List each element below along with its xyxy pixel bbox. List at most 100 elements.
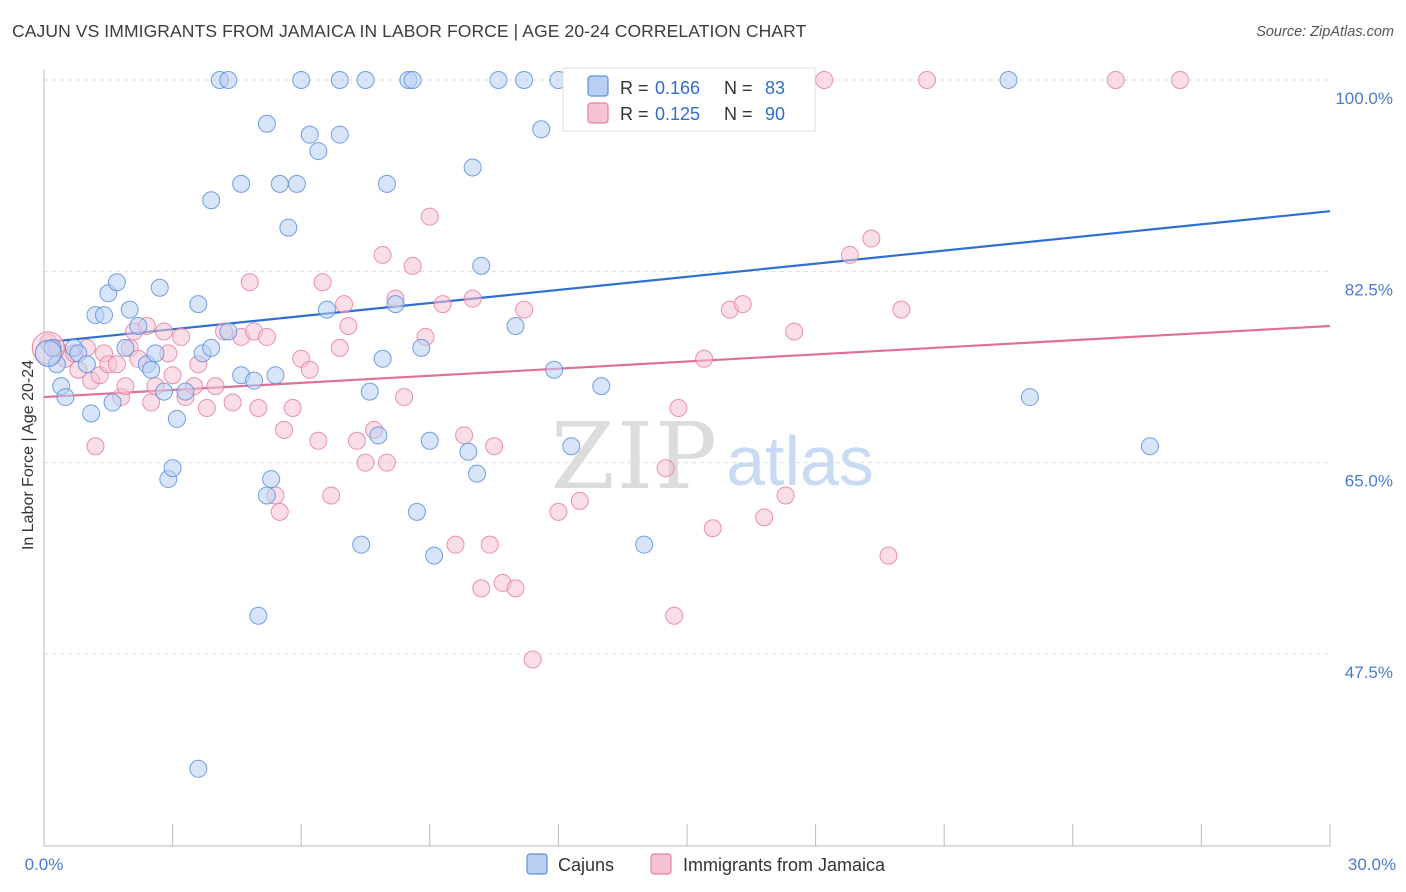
jamaica-point-41	[300, 360, 319, 379]
legend-n-label-1: N =	[724, 78, 753, 98]
cajuns-point-38	[270, 174, 289, 193]
cajuns-point-42	[300, 125, 319, 144]
legend-r-label-2: R =	[620, 104, 649, 124]
cajuns-point-57	[412, 338, 431, 357]
cajuns-point-44	[317, 300, 336, 319]
jamaica-point-84	[862, 229, 881, 248]
jamaica-point-35	[257, 327, 276, 346]
cajuns-point-68	[545, 360, 564, 379]
cajuns-point-49	[360, 382, 379, 401]
cajuns-point-29	[219, 71, 238, 89]
jamaica-point-66	[506, 579, 525, 598]
y-tick-label-3: 100.0%	[1335, 89, 1393, 108]
cajuns-point-21	[163, 459, 182, 478]
cajuns-point-5	[77, 355, 96, 374]
cajuns-point-35	[257, 486, 276, 505]
cajuns-cluster-point	[34, 339, 62, 367]
cajuns-point-67	[532, 120, 551, 139]
jamaica-point-73	[665, 606, 684, 625]
jamaica-point-85	[879, 546, 898, 565]
cajuns-point-18	[150, 278, 169, 297]
legend-swatch-cajuns-bottom	[526, 853, 548, 875]
legend-n-label-2: N =	[724, 104, 753, 124]
cajuns-point-63	[472, 256, 491, 275]
jamaica-point-37	[270, 502, 289, 521]
y-tick-label-1: 65.0%	[1345, 472, 1393, 491]
jamaica-point-27	[197, 399, 216, 417]
cajuns-point-37	[266, 366, 285, 385]
jamaica-point-34	[249, 399, 268, 417]
cajuns-point-48	[356, 71, 375, 89]
jamaica-point-76	[703, 519, 722, 538]
jamaica-point-42	[309, 431, 328, 450]
cajuns-point-61	[463, 158, 482, 177]
cajuns-point-81	[262, 470, 281, 489]
jamaica-point-69	[549, 502, 568, 521]
jamaica-point-13	[116, 377, 135, 396]
jamaica-point-67	[515, 300, 534, 319]
cajuns-point-39	[279, 218, 298, 237]
legend-item-cajuns: Cajuns	[558, 855, 614, 875]
jamaica-point-20	[155, 322, 174, 341]
jamaica-point-28	[206, 377, 225, 396]
cajuns-point-76	[999, 71, 1018, 89]
cajuns-point-24	[189, 295, 208, 314]
jamaica-point-52	[377, 453, 396, 472]
cajuns-point-8	[95, 306, 114, 325]
jamaica-point-78	[733, 295, 752, 314]
chart-title: CAJUN VS IMMIGRANTS FROM JAMAICA IN LABO…	[12, 21, 807, 41]
legend-swatch-jamaica	[587, 102, 609, 124]
jamaica-point-63	[480, 535, 499, 554]
cajuns-point-70	[562, 437, 581, 456]
cajuns-point-60	[459, 442, 478, 461]
series-jamaica-points	[31, 71, 1189, 669]
cajuns-point-73	[635, 535, 654, 554]
cajuns-point-17	[146, 344, 165, 363]
jamaica-point-51	[373, 245, 392, 264]
cajuns-point-78	[1140, 437, 1159, 456]
cajuns-point-52	[377, 174, 396, 193]
cajuns-point-33	[245, 371, 264, 390]
jamaica-point-89	[1170, 71, 1189, 89]
cajuns-point-26	[202, 191, 221, 210]
jamaica-point-80	[776, 486, 795, 505]
jamaica-point-59	[446, 535, 465, 554]
jamaica-point-23	[172, 327, 191, 346]
cajuns-point-71	[592, 377, 611, 396]
cajuns-point-47	[352, 535, 371, 554]
cajuns-point-12	[116, 338, 135, 357]
jamaica-point-11	[107, 355, 126, 374]
cajuns-point-22	[167, 409, 186, 428]
jamaica-point-48	[347, 431, 366, 450]
cajuns-point-64	[489, 71, 508, 89]
jamaica-point-43	[313, 273, 332, 292]
cajuns-point-34	[249, 606, 268, 625]
jamaica-point-82	[815, 71, 834, 89]
jamaica-point-44	[322, 486, 341, 505]
series-cajuns-points	[34, 71, 1159, 778]
cajuns-point-50	[369, 426, 388, 445]
jamaica-point-38	[275, 420, 294, 439]
jamaica-point-81	[785, 322, 804, 341]
legend-swatch-jamaica-bottom	[650, 853, 672, 875]
jamaica-point-54	[395, 388, 414, 407]
jamaica-point-46	[335, 295, 354, 314]
cajuns-point-43	[309, 142, 328, 161]
cajuns-point-55	[403, 71, 422, 89]
jamaica-point-30	[223, 393, 242, 412]
cajuns-point-2	[56, 388, 75, 407]
jamaica-point-74	[669, 399, 688, 417]
x-tick-label-1: 30.0%	[1348, 855, 1396, 874]
axes	[43, 70, 1331, 847]
cajuns-point-51	[373, 349, 392, 368]
jamaica-point-70	[570, 491, 589, 510]
jamaica-point-7	[86, 437, 105, 456]
cajuns-point-16	[142, 360, 161, 379]
cajuns-point-59	[425, 546, 444, 565]
jamaica-point-87	[918, 71, 937, 89]
series-legend: Cajuns Immigrants from Jamaica	[526, 853, 886, 875]
jamaica-point-88	[1106, 71, 1125, 89]
cajuns-point-11	[107, 273, 126, 292]
cajuns-point-45	[330, 71, 349, 89]
jamaica-point-75	[695, 349, 714, 368]
